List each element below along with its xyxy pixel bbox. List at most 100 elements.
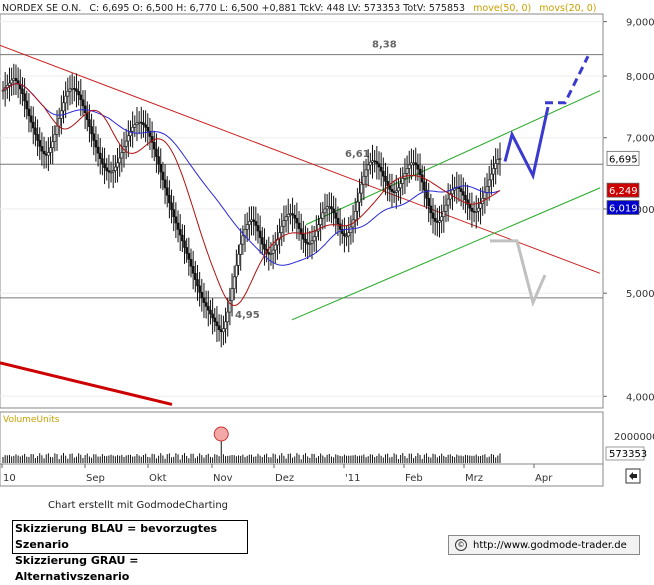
scenario-sketches [490,55,590,308]
source-url-box[interactable]: © http://www.godmode-trader.de [448,535,640,555]
candle-body [114,166,117,171]
candle-body [150,136,154,143]
x-tick-label: Okt [149,473,167,484]
candle-body [410,162,413,166]
candle-body [412,162,415,165]
price-panel-frame [0,13,604,409]
candle-body [44,153,48,156]
candle-body [364,169,368,177]
x-tick-label: Mrz [465,473,483,484]
candle-body [129,130,132,137]
channel-lower-line [291,187,601,321]
y-tick-label: 7,000 [626,134,654,145]
candle-body [209,309,212,315]
movs-indicator-label: movs(20, 0) [539,3,596,14]
candle-body [68,88,72,92]
candle-body [79,94,83,101]
candle-body [345,235,348,238]
candle-body [431,212,435,219]
candle-body [433,218,437,222]
volume-label: VolumeUnits [3,415,60,425]
candle-body [144,124,147,128]
candle-body [358,192,361,203]
candle-body [340,229,344,234]
candle-body [66,91,70,97]
candle-body [1,89,5,92]
candle-body [196,279,199,287]
candle-body [472,210,476,213]
ma-50-line [2,83,501,266]
candle-body [213,317,217,323]
candle-body [379,166,383,172]
y-tick-label: 9,000 [626,18,654,29]
candle-body [232,276,236,289]
x-axis-strip [0,463,604,487]
candle-body [438,220,441,223]
price-chart: 8,38 6,61 4,95 9,000 8,000 7,000 6,000 5,000 4,… [0,3,654,487]
candle-body [442,210,446,218]
candle-body [444,204,448,212]
candle-body [53,134,57,143]
candle-body [289,213,292,215]
candle-body [217,325,221,331]
candle-body [215,321,219,327]
candle-body [315,230,318,238]
x-axis: 10 Sep Okt Nov Dez '11 Feb Mrz Apr [1,464,553,484]
candle-body [146,127,150,132]
candle-body [206,306,210,311]
candle-body [159,163,163,173]
candle-body [21,88,24,95]
candle-body [200,291,204,299]
value-box [606,150,640,166]
volume-panel-frame [0,411,604,465]
candle-body [310,240,314,244]
volume-spike-marker [213,426,229,442]
settings-icon[interactable] [625,468,641,484]
candle-body [299,228,303,235]
x-tick-label: Feb [405,473,423,484]
candle-body [446,198,450,206]
candle-body [163,179,167,189]
x-tick-label: Nov [213,473,233,484]
candle-body [295,218,299,224]
candle-body [8,82,11,86]
candle-body [133,124,137,128]
candle-body [98,152,102,159]
source-url[interactable]: http://www.godmode-trader.de [473,539,627,551]
candle-body [319,218,322,225]
candle-body [194,273,197,280]
candle-body [38,140,42,147]
value-box [606,182,640,198]
candle-body [407,164,411,169]
candle-body [235,265,238,278]
candle-body [487,179,491,187]
candle-body [254,221,258,226]
candle-body [440,216,443,221]
candle-body [51,141,55,149]
candle-body [124,140,128,147]
candle-body [321,212,325,219]
candle-body [297,222,301,229]
candle-body [14,78,18,81]
value-box-label: 6,019 [609,204,638,215]
candle-body [330,206,333,210]
value-box [606,200,640,215]
candle-body [474,210,478,213]
price-grid [0,21,603,397]
legend-gray-line: Skizzierung GRAU = Alternativszenario [15,554,139,583]
candle-body [64,95,67,104]
candle-body [427,198,430,207]
candle-body [105,167,109,171]
level-label: 6,61 [345,149,370,160]
candle-body [425,189,428,199]
candle-body [256,225,260,232]
candle-body [498,158,502,160]
candle-body [198,285,201,293]
level-label: 8,38 [372,40,397,51]
candle-body [451,189,454,195]
candle-body [191,265,195,274]
candle-body [464,195,467,201]
candle-body [137,121,141,124]
candle-body [466,199,469,205]
candle-body [25,100,29,110]
